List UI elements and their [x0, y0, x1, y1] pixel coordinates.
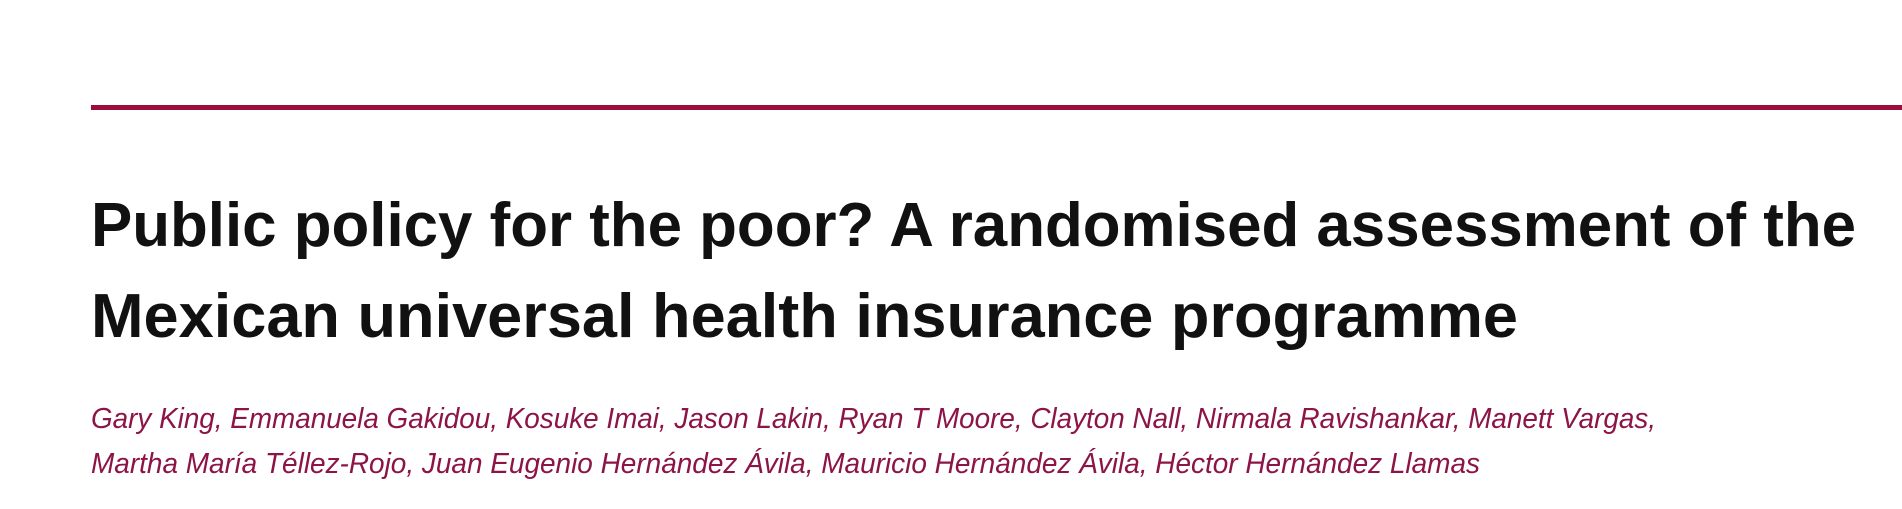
author-line: Martha María Téllez-Rojo, Juan Eugenio H…	[91, 447, 1480, 480]
title-line: Mexican universal health insurance progr…	[91, 282, 1518, 351]
title-line: Public policy for the poor? A randomised…	[91, 191, 1856, 260]
author-line: Gary King, Emmanuela Gakidou, Kosuke Ima…	[91, 403, 1656, 435]
header-rule	[91, 105, 1902, 110]
